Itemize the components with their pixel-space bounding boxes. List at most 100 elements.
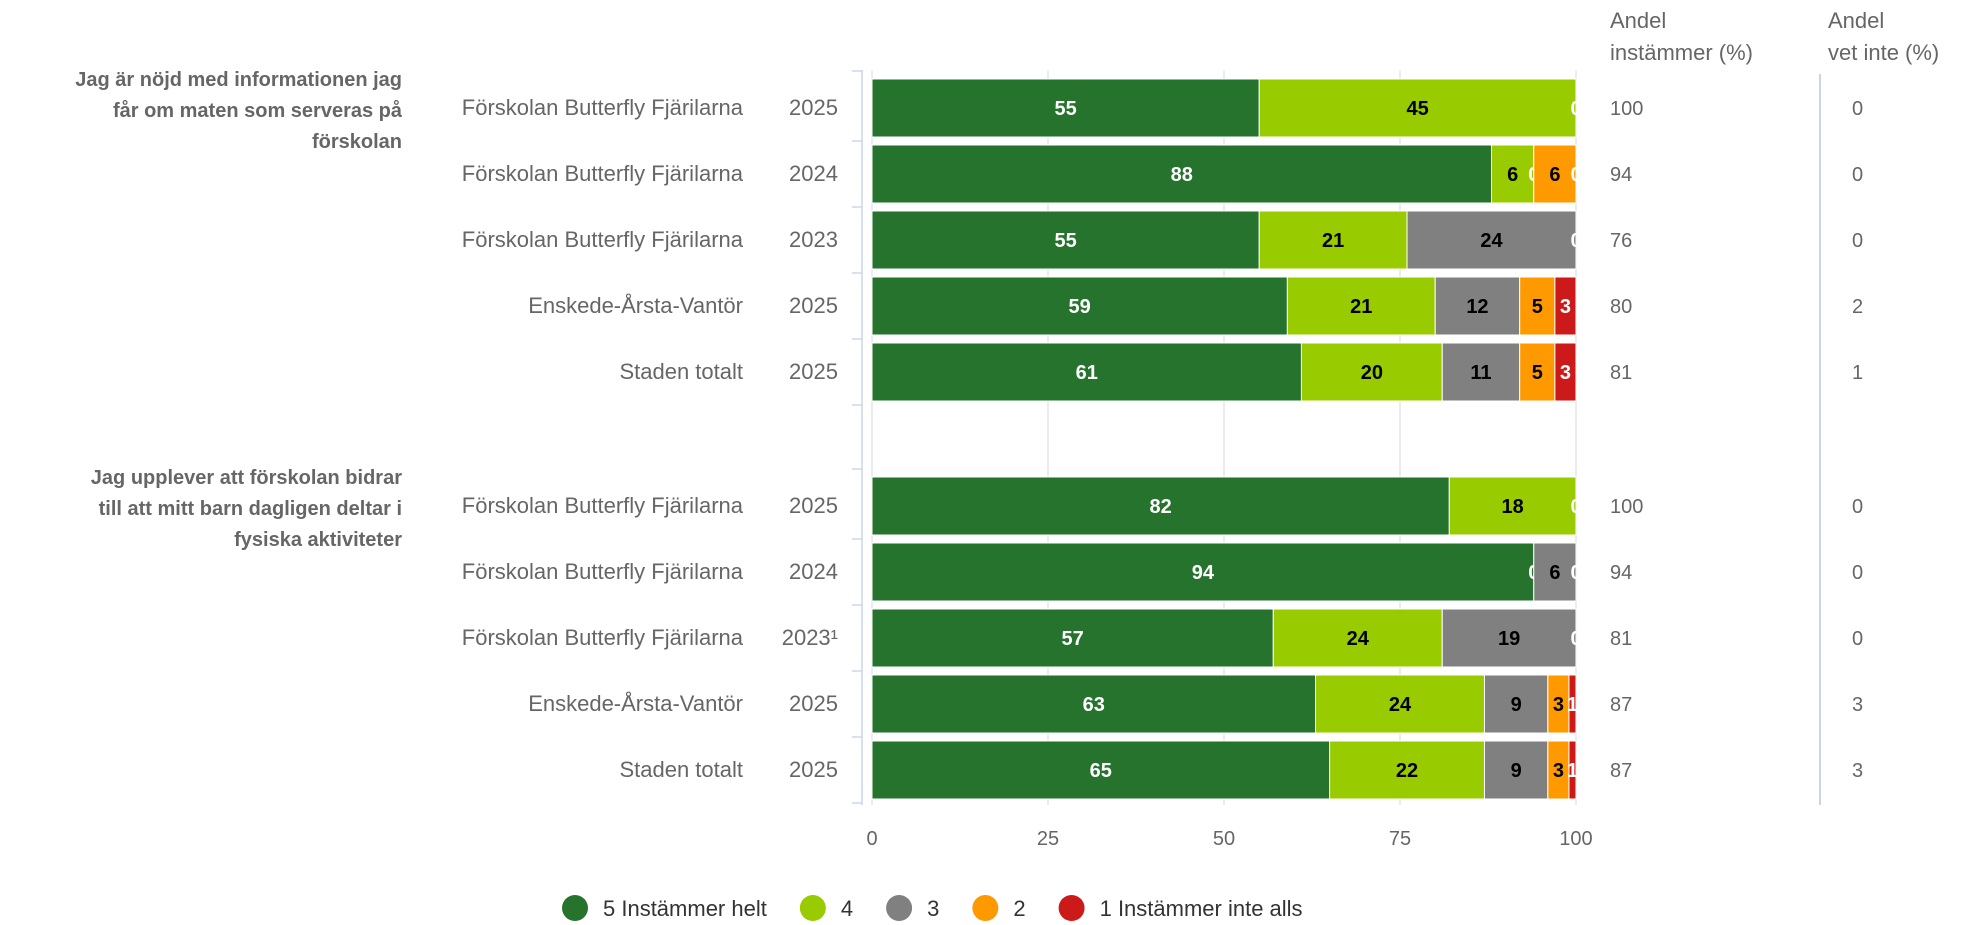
andel-instammer-value: 100 (1610, 98, 1643, 120)
segment-label: 19 (1498, 628, 1520, 650)
row-unit-label: Förskolan Butterfly Fjärilarna (462, 227, 744, 252)
segment-label: 9 (1511, 694, 1522, 716)
row-year-label: 2025 (789, 691, 838, 716)
question-label-line: fysiska aktiviteter (234, 529, 402, 551)
segment-label: 65 (1090, 760, 1112, 782)
bar-segment (871, 210, 1260, 270)
row-year-label: 2025 (789, 359, 838, 384)
row-year-label: 2025 (789, 95, 838, 120)
segment-label: 0 (1570, 628, 1581, 650)
question-label-line: till att mitt barn dagligen deltar i (99, 498, 402, 520)
bar-segment (1300, 342, 1443, 402)
column-header-line1: Andel (1828, 8, 1884, 33)
question-label-line: Jag upplever att förskolan bidrar (91, 467, 402, 489)
andel-vet-inte-value: 0 (1852, 628, 1863, 650)
legend-label: 5 Instämmer helt (603, 896, 767, 921)
andel-vet-inte-value: 3 (1852, 694, 1863, 716)
question-label-line: får om maten som serveras på (113, 99, 403, 122)
question-label-line: förskolan (312, 131, 402, 153)
andel-instammer-value: 94 (1610, 164, 1632, 186)
question-group: Jag upplever att förskolan bidrar till at… (91, 467, 1863, 804)
segment-label: 55 (1054, 98, 1076, 120)
row-unit-label: Förskolan Butterfly Fjärilarna (462, 161, 744, 186)
bar-segment (871, 740, 1331, 800)
segment-label: 63 (1083, 694, 1105, 716)
column-header-line1: Andel (1610, 8, 1666, 33)
andel-vet-inte-value: 0 (1852, 164, 1863, 186)
bar-segment (1258, 210, 1408, 270)
column-header-line2: instämmer (%) (1610, 40, 1753, 65)
row-year-label: 2024 (789, 559, 838, 584)
bar-segment (1483, 674, 1549, 734)
andel-vet-inte-value: 0 (1852, 496, 1863, 518)
segment-label: 3 (1553, 760, 1564, 782)
bar-segment (1315, 674, 1485, 734)
segment-label: 57 (1062, 628, 1084, 650)
segment-label: 0 (1570, 562, 1581, 584)
question-label-line: Jag är nöjd med informationen jag (75, 69, 402, 91)
bar-segment (871, 476, 1450, 536)
segment-label: 5 (1532, 362, 1543, 384)
legend-label: 4 (841, 896, 853, 921)
row-unit-label: Förskolan Butterfly Fjärilarna (462, 625, 744, 650)
row-year-label: 2025 (789, 757, 838, 782)
andel-vet-inte-value: 1 (1852, 362, 1863, 384)
andel-vet-inte-value: 3 (1852, 760, 1863, 782)
x-tick-label: 25 (1037, 828, 1059, 850)
legend-marker (562, 895, 588, 921)
segment-label: 3 (1560, 296, 1571, 318)
segment-label: 59 (1069, 296, 1091, 318)
row-year-label: 2025 (789, 293, 838, 318)
bar-segment (1441, 608, 1577, 668)
bar-segment (1554, 276, 1577, 336)
legend-item: 3 (886, 895, 939, 921)
x-tick-label: 100 (1559, 828, 1592, 850)
bar-row: Staden totalt 2025 61 20 11 5 3 81 1 (619, 342, 1863, 406)
row-year-label: 2023¹ (782, 625, 838, 650)
andel-instammer-value: 87 (1610, 694, 1632, 716)
column-headers: Andel instämmer (%) Andel vet inte (%) (1610, 8, 1939, 65)
segment-label: 94 (1192, 562, 1215, 584)
bar-segment (1533, 144, 1577, 204)
legend-marker (886, 895, 913, 921)
segment-label: 24 (1347, 628, 1370, 650)
segment-label: 9 (1511, 760, 1522, 782)
segment-label: 3 (1560, 362, 1571, 384)
legend-label: 2 (1013, 896, 1025, 921)
segment-label: 12 (1466, 296, 1488, 318)
segment-label: 0 (1570, 230, 1581, 252)
bar-segment (1448, 476, 1577, 536)
x-tick-label: 50 (1213, 828, 1235, 850)
bar-segment (1286, 276, 1436, 336)
andel-instammer-value: 100 (1610, 496, 1643, 518)
bar-segment (1406, 210, 1577, 270)
segment-label: 18 (1502, 496, 1524, 518)
bar-segment (1568, 740, 1577, 800)
bar-segment (1272, 608, 1443, 668)
andel-instammer-value: 81 (1610, 628, 1632, 650)
bar-segment (1441, 342, 1521, 402)
segment-label: 11 (1470, 362, 1491, 384)
bar-row: Enskede-Årsta-Vantör 2025 63 24 9 3 1 87 3 (528, 674, 1863, 738)
bar-row: Förskolan Butterfly Fjärilarna 2023¹ 57 24 1… (462, 608, 1863, 672)
segment-label: 82 (1150, 496, 1172, 518)
legend-item: 5 Instämmer helt (562, 895, 767, 921)
andel-vet-inte-value: 0 (1852, 98, 1863, 120)
bar-row: Förskolan Butterfly Fjärilarna 2025 82 18 0 1… (462, 476, 1863, 540)
segment-label: 6 (1507, 164, 1518, 186)
row-unit-label: Staden totalt (619, 757, 743, 782)
segment-label: 88 (1171, 164, 1193, 186)
legend-label: 1 Instämmer inte alls (1100, 896, 1303, 921)
bar-segment (1434, 276, 1521, 336)
bar-segment (1533, 542, 1577, 602)
row-year-label: 2023 (789, 227, 838, 252)
segment-label: 61 (1076, 362, 1098, 384)
legend: 5 Instämmer helt 4 3 2 1 Instämmer inte alls (562, 895, 1303, 921)
row-year-label: 2025 (789, 493, 838, 518)
bar-segment (871, 608, 1274, 668)
segment-label: 45 (1406, 98, 1428, 120)
bar-segment (1483, 740, 1549, 800)
bar-segment (1519, 276, 1556, 336)
legend-item: 1 Instämmer inte alls (1058, 895, 1303, 921)
bar-segment (871, 342, 1302, 402)
